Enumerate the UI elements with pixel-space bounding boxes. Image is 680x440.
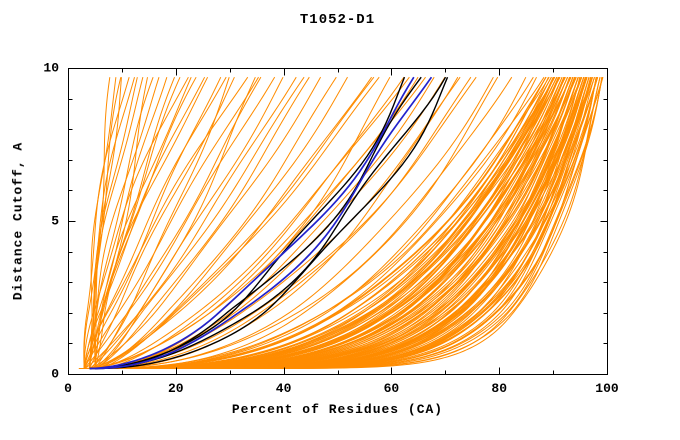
x-axis-label: Percent of Residues (CA) <box>231 402 444 417</box>
plot-title: T1052-D1 <box>299 12 376 28</box>
y-axis-label: Distance Cutoff, A <box>10 141 26 301</box>
